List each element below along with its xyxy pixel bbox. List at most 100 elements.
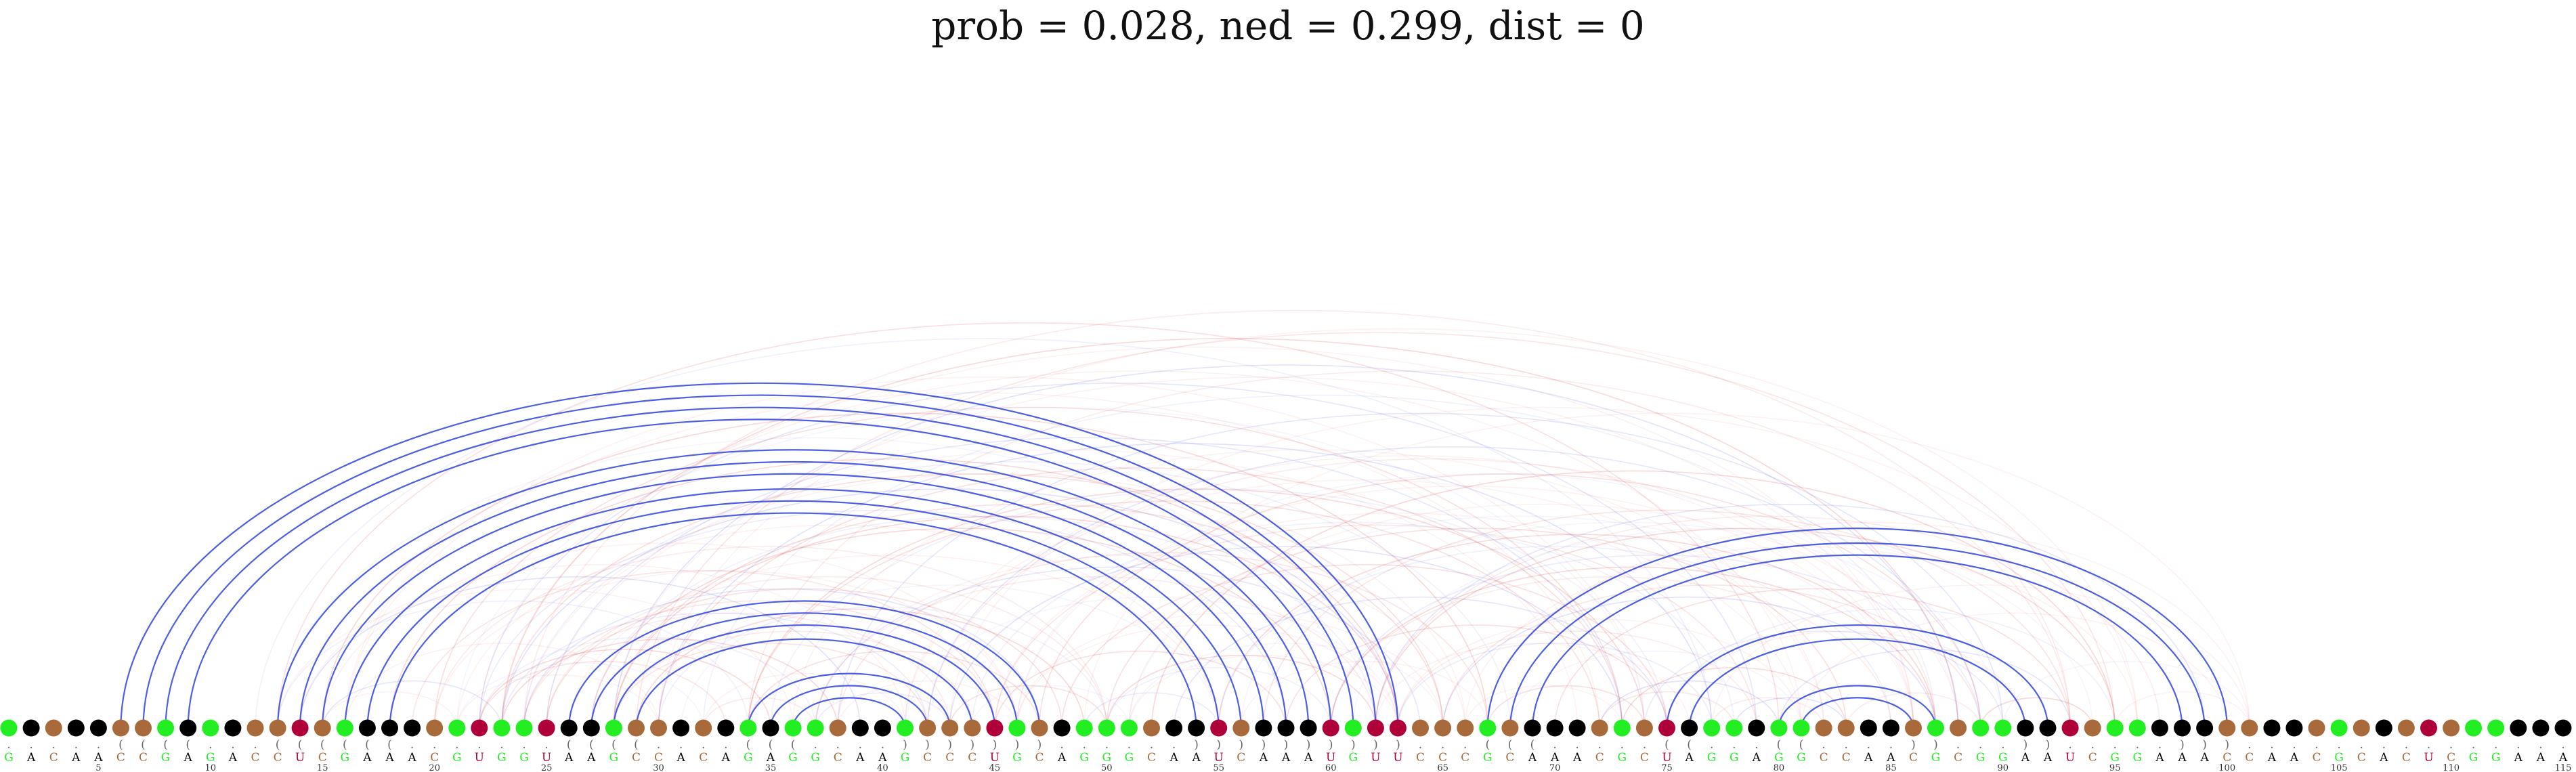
nucleotide-node (2039, 719, 2057, 737)
probability-arc (2114, 691, 2250, 729)
probability-arc (456, 662, 704, 729)
sequence-letter: G (2133, 751, 2143, 765)
probability-arc (523, 600, 995, 729)
position-tick-label: 60 (1325, 763, 1337, 772)
probability-arc (277, 600, 749, 729)
nucleotide-node (1703, 719, 1721, 737)
dot-bracket-char: ( (589, 738, 594, 752)
position-tick-label: 75 (1661, 763, 1673, 772)
base-pair-arc (299, 460, 1287, 729)
position-tick-label: 40 (877, 763, 888, 772)
nucleotide-node (1277, 719, 1295, 737)
sequence-letter: G (341, 751, 350, 765)
base-pair-arc (165, 406, 1354, 729)
position-tick-label: 45 (989, 763, 1001, 772)
probability-arc (837, 412, 2004, 729)
nucleotide-node (224, 719, 242, 737)
nucleotide-node (448, 719, 466, 737)
probability-arc (949, 685, 1108, 729)
sequence-letter: G (1931, 751, 1941, 765)
probability-arc (748, 500, 1600, 729)
probability-arc (1061, 564, 1668, 729)
probability-arc (433, 570, 1018, 729)
sequence-letter: U (2065, 751, 2075, 765)
probability-arc (344, 377, 1646, 729)
probability-arc (456, 524, 1220, 729)
nucleotide-node (1882, 719, 1899, 737)
probability-arc (1979, 697, 2093, 729)
dot-bracket-char: . (2449, 738, 2453, 752)
nucleotide-node (1972, 719, 1990, 737)
probability-arc (972, 685, 1130, 729)
nucleotide-node (404, 719, 421, 737)
dot-bracket-char: . (2113, 738, 2116, 752)
sequence-letter: C (1842, 751, 1851, 765)
position-tick-label: 85 (1885, 763, 1897, 772)
nucleotide-node (2420, 719, 2437, 737)
dot-bracket-char: . (455, 738, 458, 752)
sequence-letter: U (295, 751, 305, 765)
dot-bracket-char: . (1732, 738, 1736, 752)
probability-arc (613, 364, 1959, 729)
nucleotide-node (1905, 719, 1922, 737)
probability-arc (748, 650, 1040, 729)
nucleotide-node (358, 719, 376, 737)
sequence-letter: A (184, 751, 193, 765)
sequence-letter: A (1304, 751, 1313, 765)
sequence-letter: C (1438, 751, 1447, 765)
dot-bracket-char: ) (1194, 738, 1199, 752)
probability-arc (1375, 528, 2116, 729)
nucleotide-node (426, 719, 444, 737)
nucleotide-node (89, 719, 107, 737)
base-pair-arc (1778, 685, 1937, 729)
sequence-letter: C (834, 751, 842, 765)
dot-bracket-char: . (2337, 738, 2340, 752)
probability-arc (815, 692, 951, 729)
nucleotide-node (1210, 719, 1228, 737)
probability-arc (748, 370, 2071, 729)
probability-arc (994, 512, 1802, 729)
base-pair-arc (1666, 624, 2049, 729)
sequence-letter: U (2424, 751, 2433, 765)
nucleotide-node (2554, 719, 2572, 737)
base-pair-arc (142, 394, 1377, 729)
dot-bracket-char: ( (791, 738, 796, 752)
sequence-letter: C (1461, 751, 1469, 765)
sequence-letter: C (1237, 751, 1245, 765)
dot-bracket-char: . (7, 738, 10, 752)
dot-bracket-char: . (1105, 738, 1109, 752)
sequence-letter: U (1371, 751, 1380, 765)
sequence-letter: A (586, 751, 596, 765)
sequence-letter: G (2110, 751, 2120, 765)
dot-bracket-char: . (209, 738, 212, 752)
nucleotide-node (1658, 719, 1675, 737)
sequence-letter: C (2312, 751, 2321, 765)
probability-arc (1711, 697, 1824, 729)
probability-arc (433, 546, 1108, 729)
nucleotide-node (1075, 719, 1093, 737)
probability-arc (613, 643, 928, 729)
sequence-letter: A (1169, 751, 1178, 765)
probability-arc (501, 473, 1444, 729)
sequence-letter: G (519, 751, 529, 765)
nucleotide-node (2061, 719, 2079, 737)
nucleotide-node (1950, 719, 1967, 737)
dot-bracket-char: . (2090, 738, 2094, 752)
dot-bracket-char: . (51, 738, 55, 752)
nucleotide-node (739, 719, 757, 737)
position-tick-label: 50 (1101, 763, 1113, 772)
dot-bracket-char: . (1060, 738, 1063, 752)
nucleotide-node (67, 719, 85, 737)
probability-arc (344, 643, 660, 729)
nucleotide-node (2308, 719, 2325, 737)
sequence-letter: C (2223, 751, 2231, 765)
nucleotide-node (874, 719, 891, 737)
position-tick-label: 115 (2555, 763, 2572, 772)
sequence-letter: A (1528, 751, 1537, 765)
probability-arc (479, 370, 1802, 729)
dot-bracket-char: . (859, 738, 862, 752)
dot-bracket-char: . (1419, 738, 1422, 752)
sequence-letter: C (49, 751, 58, 765)
dot-bracket-char: . (1172, 738, 1176, 752)
nucleotide-node (582, 719, 600, 737)
